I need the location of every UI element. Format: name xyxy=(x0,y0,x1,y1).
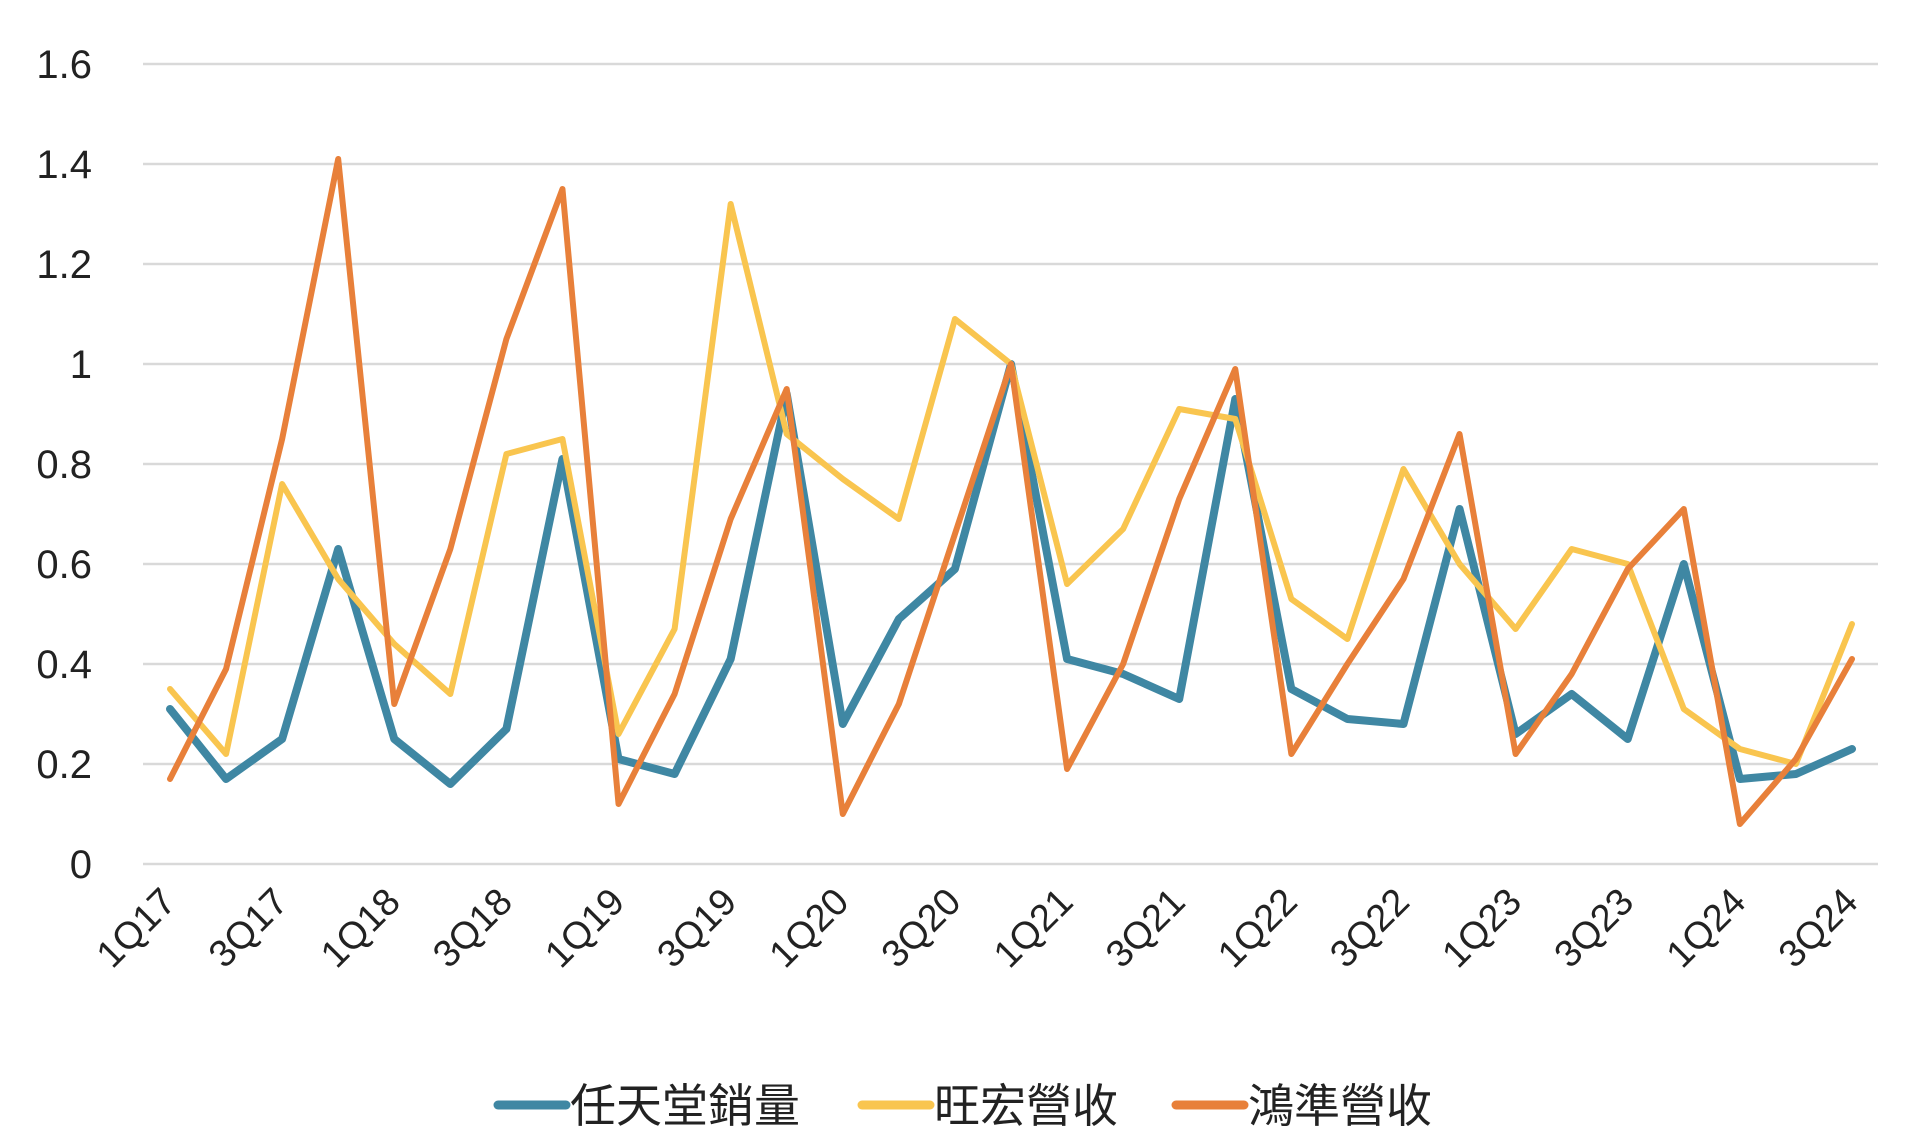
x-tick-label: 1Q24 xyxy=(1659,881,1754,976)
x-tick-label: 3Q23 xyxy=(1547,881,1642,976)
y-tick-label: 1.2 xyxy=(36,243,92,287)
x-tick-label: 1Q23 xyxy=(1435,881,1530,976)
x-tick-label: 1Q17 xyxy=(89,881,184,976)
y-tick-label: 0.2 xyxy=(36,743,92,787)
y-axis-ticks: 0 0.2 0.4 0.6 0.8 1 1.2 1.4 1.6 xyxy=(36,43,92,887)
x-tick-label: 3Q24 xyxy=(1771,881,1866,976)
y-tick-label: 0 xyxy=(70,843,92,887)
series-line-0 xyxy=(170,364,1852,784)
x-tick-label: 3Q17 xyxy=(201,881,296,976)
y-tick-label: 1.6 xyxy=(36,43,92,87)
y-tick-label: 0.8 xyxy=(36,443,92,487)
x-tick-label: 3Q21 xyxy=(1098,881,1193,976)
y-tick-label: 1.4 xyxy=(36,143,92,187)
x-tick-label: 1Q20 xyxy=(762,881,857,976)
y-tick-label: 1 xyxy=(70,343,92,387)
x-tick-label: 1Q19 xyxy=(537,881,632,976)
legend-label: 旺宏營收 xyxy=(934,1080,1118,1132)
x-tick-label: 1Q22 xyxy=(1210,881,1305,976)
legend-label: 任天堂銷量 xyxy=(570,1080,800,1132)
y-tick-label: 0.4 xyxy=(36,643,92,687)
x-tick-label: 1Q18 xyxy=(313,881,408,976)
y-tick-label: 0.6 xyxy=(36,543,92,587)
x-tick-label: 3Q22 xyxy=(1322,881,1417,976)
x-tick-label: 3Q18 xyxy=(425,881,520,976)
legend-label: 鴻準營收 xyxy=(1248,1080,1432,1132)
x-tick-label: 1Q21 xyxy=(986,881,1081,976)
series-line-1 xyxy=(170,204,1852,764)
x-tick-label: 3Q20 xyxy=(874,881,969,976)
series-lines xyxy=(170,159,1852,824)
x-tick-label: 3Q19 xyxy=(650,881,745,976)
legend: 任天堂銷量 旺宏營收 鴻準營收 xyxy=(498,1080,1432,1132)
series-line-2 xyxy=(170,159,1852,824)
